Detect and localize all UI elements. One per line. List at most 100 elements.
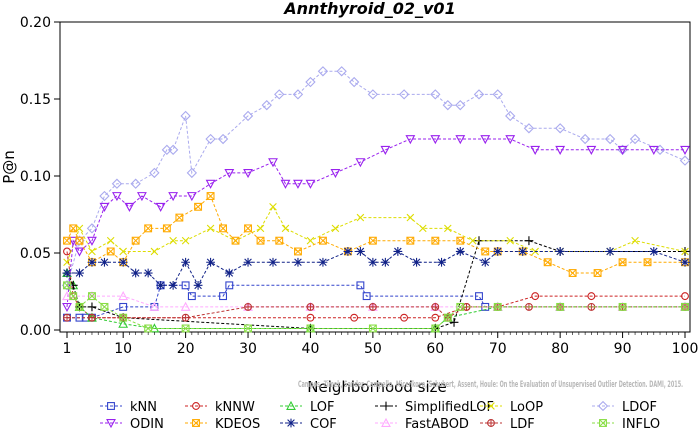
data-point-kdeos [618, 258, 627, 267]
data-point-kdeos [219, 224, 228, 233]
data-point-kdeos [481, 247, 490, 256]
data-point-inflo [368, 324, 377, 333]
data-point-ldof [398, 89, 410, 100]
data-point-ldof [455, 99, 466, 111]
data-point-kdeos [456, 236, 465, 245]
data-point-odin [74, 247, 85, 257]
legend-item-fastabod: FastABOD [375, 417, 469, 432]
x-tick-label: 80 [551, 341, 569, 357]
data-point-ldof [274, 89, 285, 100]
data-point-ldof [149, 167, 160, 179]
y-tick-label: 0.00 [20, 323, 51, 339]
data-point-odin [168, 192, 179, 202]
legend-item-simplifiedlof: SimplifiedLOF [375, 400, 494, 415]
data-point-loop [119, 247, 127, 256]
data-point-loop [150, 247, 159, 256]
data-point-knnw [350, 313, 359, 322]
plot-area [59, 21, 691, 333]
data-point-inflo [69, 292, 78, 301]
data-point-loop [169, 236, 177, 245]
series-line-loop [66, 205, 686, 263]
credit-line: Campos, Zimek, Sander, Campello, Micenko… [298, 380, 683, 390]
data-point-cof [131, 268, 141, 278]
data-point-loop [256, 224, 265, 233]
data-point-loop [443, 224, 452, 233]
x-tick-label: 90 [614, 341, 632, 357]
legend-marker-loop [487, 402, 495, 410]
data-point-loop [406, 213, 415, 222]
data-point-simplifiedlof [449, 317, 459, 327]
data-point-kdeos [568, 269, 577, 277]
data-point-loop [681, 247, 689, 256]
data-point-inflo [306, 324, 315, 333]
data-point-ldof [261, 99, 272, 111]
data-point-ldof [579, 133, 591, 145]
legend-item-lof: LOF [280, 400, 335, 415]
data-point-kdeos [368, 236, 377, 245]
legend-label: LDOF [622, 400, 657, 415]
y-tick-label: 0.05 [20, 246, 51, 262]
data-point-cof [243, 257, 253, 267]
data-point-odin [155, 202, 166, 212]
data-point-kdeos [256, 236, 265, 245]
data-point-cof [100, 257, 109, 267]
data-point-odin [99, 202, 110, 212]
data-point-ldof [629, 133, 641, 145]
legend-item-inflo: INFLO [592, 417, 660, 432]
series-simplifiedlof [62, 236, 690, 333]
data-point-ldof [430, 89, 441, 100]
data-point-ldof [523, 123, 535, 134]
x-tick-label: 20 [177, 341, 195, 357]
legend-label: LoOP [510, 400, 543, 415]
data-point-odin [186, 192, 197, 202]
data-point-loop [631, 236, 639, 245]
data-point-kdeos [543, 258, 552, 267]
data-point-ldf [181, 313, 190, 322]
data-point-odin [617, 145, 628, 155]
legend-label: kNNW [215, 400, 255, 415]
series-line-odin [66, 138, 685, 307]
data-point-inflo [556, 302, 565, 311]
legend-label: COF [310, 417, 337, 432]
legend: kNN kNNW LOF SimplifiedLOF LoOP LDOF ODIN KDEOS… [100, 400, 660, 432]
data-point-loop [206, 224, 215, 233]
data-point-cof [680, 257, 690, 267]
data-point-ldof [180, 110, 191, 122]
data-point-odin [243, 168, 253, 179]
data-point-loop [506, 236, 515, 245]
data-point-kdeos [643, 258, 652, 267]
x-tick-label: 40 [302, 341, 320, 357]
data-point-inflo [88, 292, 96, 301]
data-point-cof [393, 247, 403, 256]
data-point-knn [181, 281, 190, 290]
legend-label: INFLO [622, 417, 660, 432]
data-point-loop [468, 236, 477, 245]
data-point-kdeos [106, 247, 115, 256]
data-point-kdeos [75, 236, 84, 245]
data-point-ldof [317, 66, 329, 77]
data-point-loop [106, 236, 115, 245]
legend-label: kNN [130, 400, 157, 415]
data-point-cof [343, 247, 353, 256]
data-point-ldf [244, 302, 252, 311]
x-tick-label: 10 [114, 341, 132, 357]
data-point-simplifiedlof [87, 302, 97, 312]
data-point-lof [118, 318, 129, 328]
chart-title: Annthyroid_02_v01 [282, 0, 455, 18]
data-point-ldof [205, 133, 216, 145]
data-point-odin [136, 192, 147, 202]
data-point-odin [124, 202, 135, 212]
legend-marker-odin [106, 419, 116, 429]
data-point-cof [193, 280, 203, 290]
data-point-odin [505, 135, 516, 145]
data-point-odin [68, 236, 79, 246]
data-point-cof [368, 257, 378, 267]
data-point-odin [268, 158, 278, 168]
data-point-knn [475, 292, 483, 301]
data-point-knn [119, 302, 128, 311]
data-point-kdeos [593, 269, 602, 277]
data-point-inflo [144, 324, 153, 333]
data-point-loop [63, 258, 71, 267]
data-point-ldof [217, 133, 229, 145]
x-tick-label: 100 [672, 341, 699, 357]
